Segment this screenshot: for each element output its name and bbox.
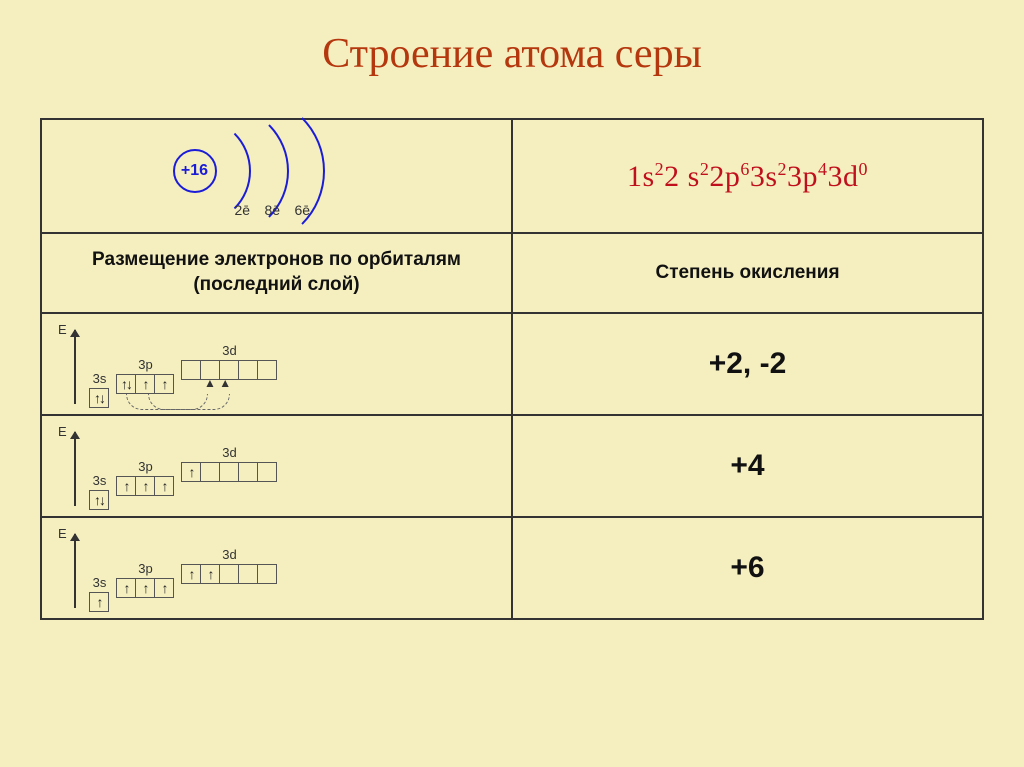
header-orbitals: Размещение электронов по орбиталям (посл… [41,233,512,313]
cell-oxidation-row: +4 [512,415,983,517]
sublevel-label: 3s [93,575,107,590]
cell-orbitals-row: E3s↑↓3p↑↓↑↑3d▲ ▲ [41,313,512,415]
orbital-box [238,564,258,584]
energy-axis [74,330,76,404]
cell-orbitals-row: E3s↑3p↑↑↑3d↑↑ [41,517,512,619]
header-oxidation: Степень окисления [512,233,983,313]
promotion-curve [148,394,230,410]
sublevel-3p: 3p↑↑↑ [117,459,174,496]
orbital-box: ↑ [89,592,109,612]
orbital-box: ↑↓ [89,388,109,408]
orbital-box [219,564,239,584]
sublevel-3d: 3d ↑ [182,445,277,482]
orbital-box [200,462,220,482]
orbital-box: ↑ [154,578,174,598]
orbital-box: ↑ [200,564,220,584]
sublevel-3p: 3p↑↓↑↑ [117,357,174,394]
shell-label-3: 6ē [295,202,311,218]
sublevel-label: 3s [93,473,107,488]
orbital-box [238,360,258,380]
orbital-box [257,564,277,584]
orbital-box: ↑ [181,462,201,482]
shell-label-2: 8ē [265,202,281,218]
cell-atom-diagram: +16 2ē 8ē 6ē [41,119,512,233]
structure-table: +16 2ē 8ē 6ē 1s22 s22p63s23p43d0 Размеще… [40,118,984,620]
shell-arc-3 [173,95,325,247]
sublevel-label: 3d [222,343,236,358]
sublevel-3s: 3s ↑ [90,575,109,612]
sublevel-3s: 3s ↑↓ [90,473,109,510]
energy-label: E [58,322,67,337]
cell-electron-config: 1s22 s22p63s23p43d0 [512,119,983,233]
orbital-box [257,360,277,380]
oxidation-state: +6 [523,551,972,585]
oxidation-state: +4 [523,449,972,483]
orbital-box [181,360,201,380]
orbital-box: ↑ [135,578,155,598]
energy-axis [74,432,76,506]
sublevel-label: 3s [93,371,107,386]
atom-diagram: +16 2ē 8ē 6ē [167,131,387,221]
orbital-box: ↑↓ [89,490,109,510]
cell-oxidation-row: +6 [512,517,983,619]
sublevel-3d: 3d [182,343,277,380]
oxidation-state: +2, -2 [523,347,972,381]
orbital-box: ↑↓ [116,374,136,394]
sublevel-label: 3d [222,547,236,562]
orbital-box [219,462,239,482]
orbital-box: ↑ [116,578,136,598]
orbital-box [238,462,258,482]
energy-axis [74,534,76,608]
orbital-box: ↑ [135,374,155,394]
orbital-box: ↑ [154,476,174,496]
orbital-box: ↑ [154,374,174,394]
energy-label: E [58,526,67,541]
cell-orbitals-row: E3s↑↓3p↑↑↑3d↑ [41,415,512,517]
sublevel-3p: 3p↑↑↑ [117,561,174,598]
sublevel-label: 3p [138,561,152,576]
electron-configuration: 1s22 s22p63s23p43d0 [627,160,868,193]
orbital-box: ↑ [116,476,136,496]
sublevel-label: 3p [138,357,152,372]
page-title: Строение атома серы [40,30,984,78]
sublevel-3d: 3d↑↑ [182,547,277,584]
sublevel-label: 3p [138,459,152,474]
promotion-marker-icon: ▲ ▲ [204,376,231,390]
orbital-box [257,462,277,482]
shell-label-1: 2ē [235,202,251,218]
energy-label: E [58,424,67,439]
sublevel-3s: 3s ↑↓ [90,371,109,408]
sublevel-label: 3d [222,445,236,460]
cell-oxidation-row: +2, -2 [512,313,983,415]
orbital-box: ↑ [135,476,155,496]
orbital-box: ↑ [181,564,201,584]
